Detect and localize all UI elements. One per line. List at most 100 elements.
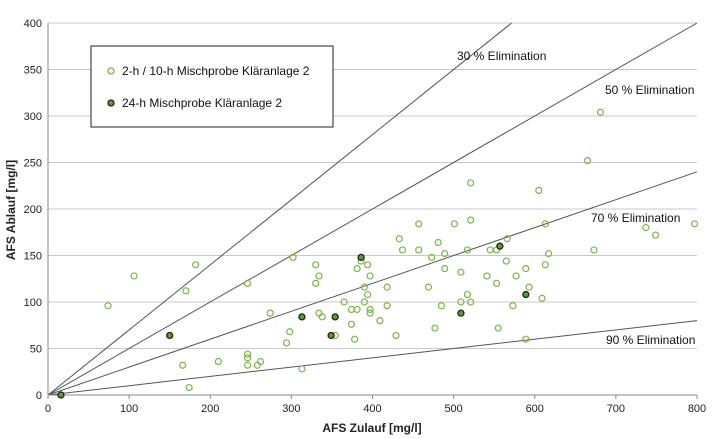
data-point-open <box>434 238 442 247</box>
data-point-open <box>541 261 549 269</box>
data-point-open <box>415 220 423 228</box>
data-point-open <box>214 357 222 366</box>
y-tick-label: 200 <box>24 204 42 216</box>
data-point-open <box>243 279 252 287</box>
data-point-open <box>457 268 465 276</box>
data-point-open <box>383 283 391 291</box>
y-tick-label: 250 <box>24 158 42 170</box>
legend: 2-h / 10-h Mischprobe Kläranlage 2 24-h … <box>90 45 334 128</box>
data-point-open <box>253 361 261 369</box>
data-point-open <box>366 305 374 314</box>
legend-label-24h: 24-h Mischprobe Kläranlage 2 <box>122 96 282 110</box>
data-point-open <box>590 246 598 254</box>
data-point-open <box>541 220 549 228</box>
y-tick-label: 300 <box>24 111 42 123</box>
x-tick-label: 500 <box>444 403 462 415</box>
legend-label-2h-10h: 2-h / 10-h Mischprobe Kläranlage 2 <box>122 64 310 78</box>
legend-marker-filled <box>107 99 115 107</box>
data-point-filled <box>496 242 504 250</box>
data-point-open <box>690 220 699 228</box>
reference-line <box>47 320 698 396</box>
data-point-open <box>437 302 446 310</box>
y-axis-label: AFS Ablauf [mg/l] <box>4 160 18 260</box>
data-point-open <box>130 272 138 280</box>
data-point-open <box>512 272 520 280</box>
y-tick-label: 350 <box>24 65 42 77</box>
data-point-open <box>483 272 491 280</box>
data-point-open <box>467 179 475 187</box>
x-tick-label: 600 <box>526 403 544 415</box>
data-point-filled <box>331 313 339 321</box>
data-point-open <box>312 261 320 269</box>
data-point-open <box>185 383 193 392</box>
data-point-open <box>441 264 449 273</box>
data-point-open <box>535 186 543 194</box>
x-axis-label: AFS Zulauf [mg/l] <box>322 421 421 435</box>
data-point-open <box>366 272 374 280</box>
data-point-open <box>360 283 368 291</box>
data-point-open <box>538 294 546 302</box>
x-tick-label: 0 <box>45 403 51 415</box>
data-point-open <box>364 290 372 299</box>
data-point-open <box>525 283 533 291</box>
data-point-filled <box>457 309 465 317</box>
data-point-open <box>486 246 494 254</box>
x-tick-label: 200 <box>201 403 219 415</box>
label-50-elimination: 50 % Elimination <box>605 83 694 97</box>
data-point-open <box>463 246 472 254</box>
data-point-filled <box>327 331 335 340</box>
data-point-open <box>340 298 348 306</box>
data-point-open <box>318 313 326 321</box>
data-point-open <box>494 324 502 332</box>
data-point-filled <box>357 253 365 262</box>
data-point-open <box>642 224 650 232</box>
data-point-open <box>315 272 323 280</box>
data-point-filled <box>166 331 174 340</box>
data-point-open <box>467 298 475 306</box>
data-point-open <box>353 264 361 273</box>
data-point-open <box>522 264 530 273</box>
label-70-elimination: 70 % Elimination <box>591 211 680 225</box>
data-point-open <box>398 246 407 254</box>
data-point-filled <box>298 313 306 321</box>
y-tick-label: 50 <box>30 344 42 356</box>
data-point-filled <box>57 391 65 399</box>
data-point-open <box>104 302 112 310</box>
y-tick-label: 100 <box>24 297 42 309</box>
data-point-open <box>450 220 459 228</box>
x-tick-label: 100 <box>120 403 138 415</box>
data-point-open <box>353 305 361 314</box>
legend-marker-open <box>107 67 115 75</box>
data-point-open <box>376 317 384 325</box>
data-point-open <box>366 309 374 317</box>
data-point-open <box>596 108 605 116</box>
data-point-open <box>243 354 252 362</box>
y-tick-label: 0 <box>36 390 42 402</box>
data-point-open <box>256 357 265 366</box>
data-point-open <box>493 279 501 287</box>
y-tick-label: 150 <box>24 251 42 263</box>
label-90-elimination: 90 % Elimination <box>606 333 695 347</box>
y-tick-label: 400 <box>24 18 42 30</box>
reference-line <box>47 22 512 396</box>
legend-box <box>90 45 334 128</box>
data-point-open <box>312 279 320 287</box>
data-point-open <box>502 257 510 265</box>
data-point-open <box>509 302 517 310</box>
data-point-open <box>428 253 436 261</box>
data-point-open <box>583 157 592 165</box>
x-tick-label: 700 <box>607 403 625 415</box>
data-point-open <box>179 361 187 369</box>
data-point-open <box>289 253 297 261</box>
data-point-open <box>351 335 359 343</box>
data-point-open <box>182 287 190 295</box>
data-point-open <box>395 235 403 243</box>
data-point-open <box>266 309 274 317</box>
reference-line <box>47 22 698 396</box>
reference-line-labels: 30 % Elimination 50 % Elimination 70 % E… <box>457 49 695 347</box>
data-point-open <box>286 328 294 336</box>
data-point-open <box>652 231 660 239</box>
x-tick-label: 400 <box>363 403 381 415</box>
data-point-open <box>364 261 372 269</box>
data-point-open <box>544 250 553 258</box>
